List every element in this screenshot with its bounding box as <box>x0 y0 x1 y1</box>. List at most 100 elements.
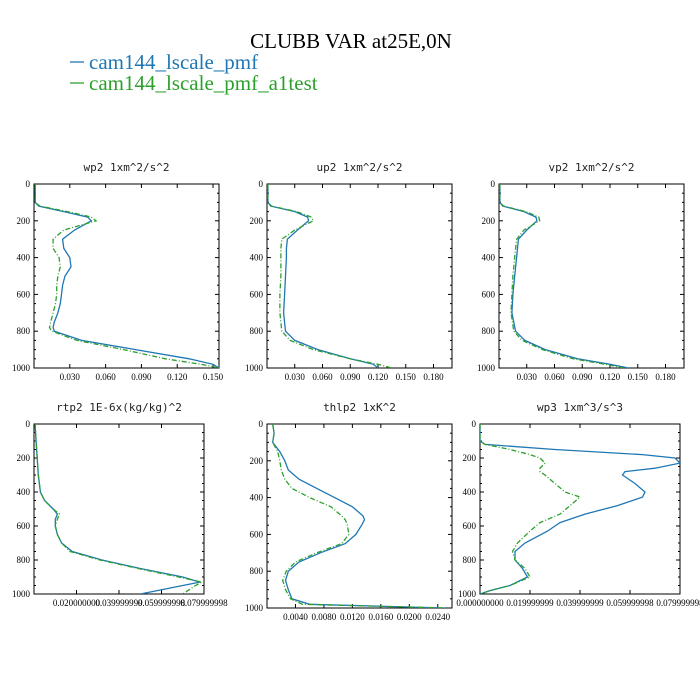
y-tick-label: 0 <box>259 179 264 189</box>
y-tick-label: 400 <box>463 487 477 497</box>
x-tick-label: 0.020000000 <box>53 598 101 608</box>
x-tick-label: 0.180 <box>423 372 444 382</box>
x-tick-label: 0.059999998 <box>606 598 654 608</box>
legend-label-1: cam144_lscale_pmf <box>89 50 258 74</box>
series-line-2 <box>272 424 445 608</box>
y-tick-label: 200 <box>17 453 31 463</box>
y-tick-label: 0 <box>259 419 264 429</box>
x-tick-label: 0.039999999 <box>95 598 143 608</box>
y-tick-label: 0 <box>26 179 31 189</box>
figure-title: CLUBB VAR at25E,0N <box>250 29 452 53</box>
series-line-1 <box>499 184 629 368</box>
panel-title: wp2 1xm^2/s^2 <box>83 161 169 174</box>
x-tick-label: 0.060 <box>312 372 333 382</box>
y-tick-label: 200 <box>17 216 31 226</box>
x-tick-label: 0.030 <box>285 372 306 382</box>
x-tick-label: 0.150 <box>628 372 649 382</box>
panel-3: vp2 1xm^2/s^2 0 200 400 600 800 1000 0.030 0.060… <box>477 161 685 382</box>
x-tick-label: 0.0080 <box>312 612 337 622</box>
series-line-2 <box>499 184 625 368</box>
y-tick-label: 600 <box>250 529 264 539</box>
series-line-1 <box>272 424 445 608</box>
plot-frame <box>479 423 681 595</box>
x-tick-label: 0.030 <box>517 372 538 382</box>
series-line-2 <box>267 184 393 368</box>
panel-6: wp3 1xm^3/s^3 0 200 400 600 800 10000.00000000… <box>456 401 700 608</box>
panel-title: rtp2 1E-6x(kg/kg)^2 <box>56 401 182 414</box>
x-tick-label: 0.0160 <box>368 612 393 622</box>
y-tick-label: 0 <box>491 179 496 189</box>
x-tick-label: 0.120 <box>167 372 188 382</box>
panel-1: wp2 1xm^2/s^2 0 200 400 600 800 1000 0.030 0.060… <box>12 161 224 382</box>
y-tick-label: 200 <box>250 456 264 466</box>
x-tick-label: 0.030 <box>60 372 81 382</box>
y-tick-label: 1000 <box>245 363 264 373</box>
panel-title: vp2 1xm^2/s^2 <box>548 161 634 174</box>
x-tick-label: 0.120 <box>368 372 389 382</box>
y-tick-label: 600 <box>17 289 31 299</box>
y-tick-label: 400 <box>482 253 496 263</box>
plot-frame <box>266 423 453 609</box>
x-tick-label: 0.0040 <box>283 612 308 622</box>
x-tick-label: 0.150 <box>203 372 224 382</box>
y-tick-label: 600 <box>482 289 496 299</box>
y-tick-label: 200 <box>250 216 264 226</box>
y-tick-label: 1000 <box>477 363 496 373</box>
y-tick-label: 600 <box>17 521 31 531</box>
y-tick-label: 1000 <box>458 589 477 599</box>
y-tick-label: 800 <box>250 326 264 336</box>
x-tick-label: 0.079999998 <box>656 598 700 608</box>
x-tick-label: 0.120 <box>600 372 621 382</box>
y-tick-label: 800 <box>463 555 477 565</box>
series-line-1 <box>480 424 681 594</box>
x-tick-label: 0.090 <box>340 372 361 382</box>
y-tick-label: 800 <box>250 566 264 576</box>
legend: cam144_lscale_pmf cam144_lscale_pmf_a1te… <box>70 50 318 95</box>
y-tick-label: 600 <box>463 521 477 531</box>
y-tick-label: 0 <box>26 419 31 429</box>
series-line-1 <box>34 424 200 594</box>
panel-2: up2 1xm^2/s^2 0 200 400 600 800 1000 0.030 0.060… <box>245 161 453 382</box>
y-tick-label: 800 <box>482 326 496 336</box>
x-tick-label: 0.039999999 <box>556 598 604 608</box>
x-tick-label: 0.150 <box>396 372 417 382</box>
x-tick-label: 0.090 <box>572 372 593 382</box>
x-tick-label: 0.060 <box>544 372 565 382</box>
panel-title: up2 1xm^2/s^2 <box>316 161 402 174</box>
x-tick-label: 0.079999998 <box>180 598 228 608</box>
plot-frame <box>33 423 205 595</box>
series-line-1 <box>267 184 379 368</box>
y-tick-label: 1000 <box>245 603 264 613</box>
y-tick-label: 1000 <box>12 589 31 599</box>
panels: wp2 1xm^2/s^2 0 200 400 600 800 1000 0.030 0.060… <box>12 161 700 622</box>
x-tick-label: 0.0240 <box>425 612 450 622</box>
y-tick-label: 600 <box>250 289 264 299</box>
y-tick-label: 200 <box>463 453 477 463</box>
x-tick-label: 0.180 <box>655 372 676 382</box>
panel-title: wp3 1xm^3/s^3 <box>537 401 623 414</box>
y-tick-label: 200 <box>482 216 496 226</box>
y-tick-label: 1000 <box>12 363 31 373</box>
x-tick-label: 0.0200 <box>397 612 422 622</box>
series-line-2 <box>34 184 220 368</box>
y-tick-label: 400 <box>250 253 264 263</box>
series-line-2 <box>34 424 204 594</box>
series-line-1 <box>34 184 220 368</box>
x-tick-label: 0.019999999 <box>506 598 554 608</box>
y-tick-label: 400 <box>250 493 264 503</box>
panel-title: thlp2 1xK^2 <box>323 401 396 414</box>
y-tick-label: 800 <box>17 555 31 565</box>
legend-label-2: cam144_lscale_pmf_a1test <box>89 71 318 95</box>
panel-4: rtp2 1E-6x(kg/kg)^2 0 200 400 600 800 1000 0.02… <box>12 401 228 608</box>
x-tick-label: 0.000000000 <box>456 598 504 608</box>
y-tick-label: 800 <box>17 326 31 336</box>
y-tick-label: 0 <box>472 419 477 429</box>
x-tick-label: 0.090 <box>131 372 152 382</box>
x-tick-label: 0.0120 <box>340 612 365 622</box>
y-tick-label: 400 <box>17 487 31 497</box>
panel-5: thlp2 1xK^2 0 200 400 600 800 1000 0.0040 0.0080… <box>245 401 453 622</box>
x-tick-label: 0.060 <box>95 372 116 382</box>
x-tick-label: 0.059999998 <box>138 598 186 608</box>
y-tick-label: 400 <box>17 253 31 263</box>
